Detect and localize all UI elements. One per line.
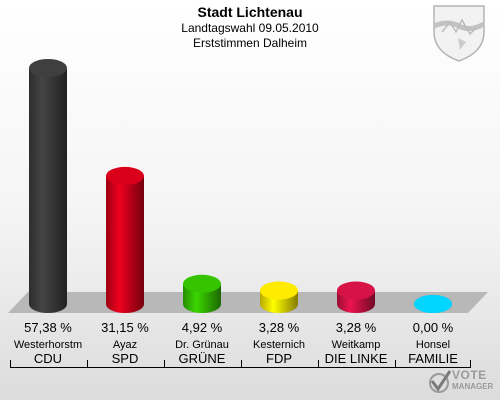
bar-fdp	[260, 281, 298, 313]
checkmark-icon	[429, 370, 452, 393]
vote-manager-logo: VOTE MANAGER	[428, 368, 498, 396]
chart-subtitle-election: Landtagswahl 09.05.2010	[181, 21, 319, 35]
bar-die-linke	[337, 281, 375, 313]
bar-spd	[106, 166, 144, 313]
logo-text-manager: MANAGER	[452, 382, 494, 391]
chart-title: Stadt Lichtenau	[197, 4, 303, 20]
bar-familie	[414, 295, 452, 313]
chart-header: Stadt Lichtenau Landtagswahl 09.05.2010 …	[0, 4, 500, 51]
logo-text-vote: VOTE	[452, 368, 487, 382]
bar-cdu	[29, 59, 67, 313]
chart-subtitle-district: Erststimmen Dalheim	[192, 36, 308, 50]
bar-gr-ne	[183, 274, 221, 313]
coat-of-arms-icon	[433, 5, 486, 62]
